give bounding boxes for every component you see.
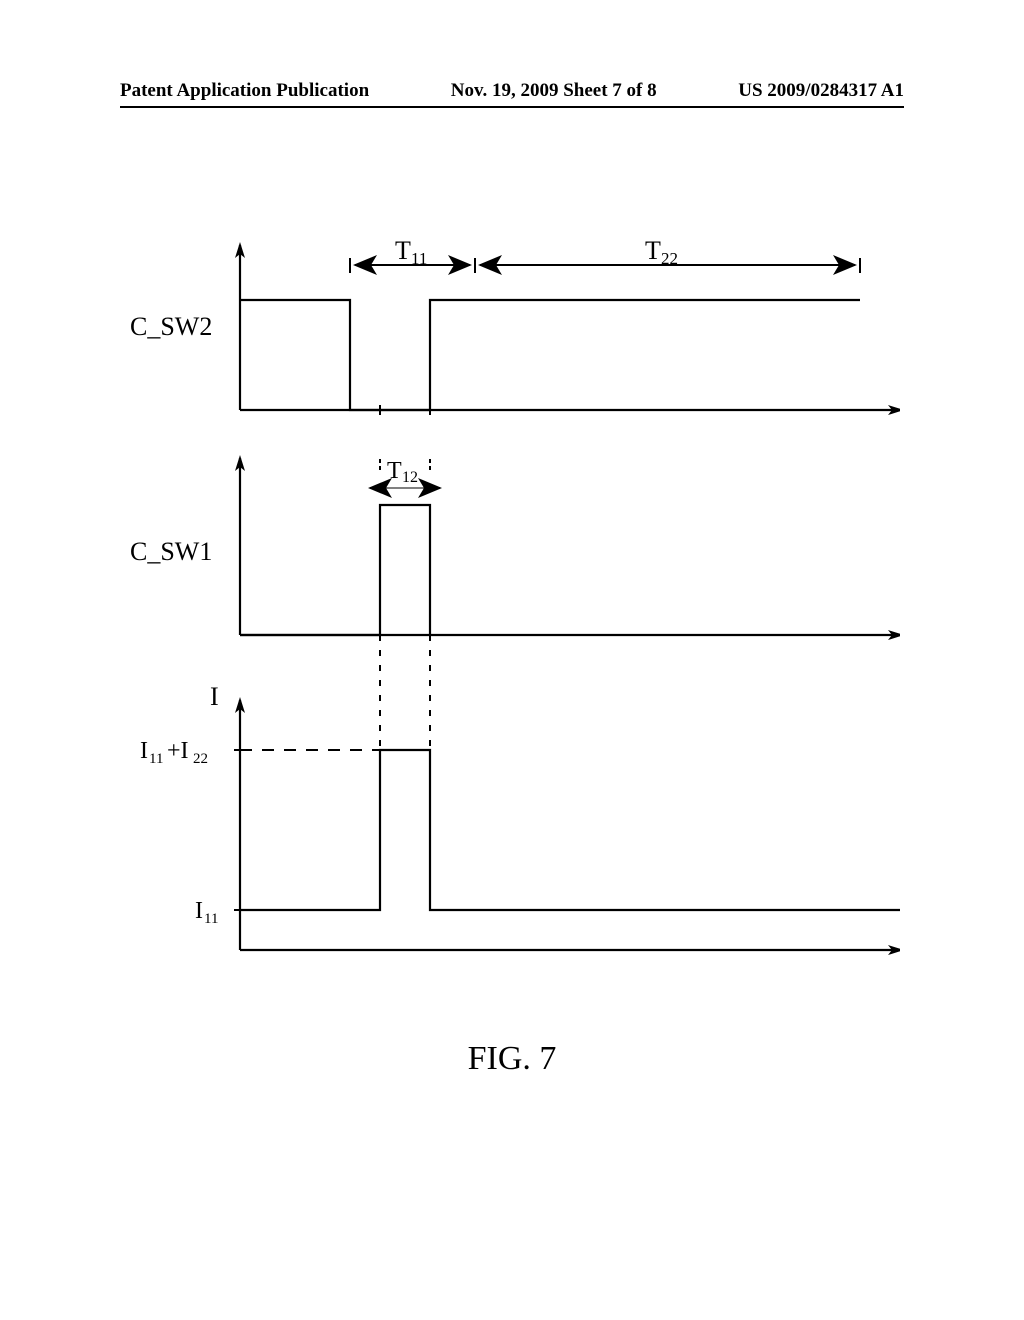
header-rule xyxy=(120,106,904,108)
timing-diagram: t C_SW2 T 11 T 22 t C_SW1 xyxy=(100,210,900,970)
axis-label-i: I xyxy=(210,682,219,711)
label-c-sw1: C_SW1 xyxy=(130,537,212,566)
svg-text:11: 11 xyxy=(204,911,218,927)
page-header: Patent Application Publication Nov. 19, … xyxy=(0,80,1024,102)
label-i11-i22: I 11 +I 22 xyxy=(140,738,208,767)
plot-c-sw2: t C_SW2 T 11 T 22 xyxy=(130,236,900,444)
svg-text:T: T xyxy=(645,236,661,265)
svg-text:+I: +I xyxy=(167,738,189,764)
plot-c-sw1: t C_SW1 T 12 xyxy=(130,405,900,669)
label-i11: I 11 xyxy=(195,898,218,927)
svg-text:22: 22 xyxy=(661,249,678,268)
svg-text:T: T xyxy=(387,458,402,484)
svg-text:22: 22 xyxy=(193,751,208,767)
plot-current: t I I 11 +I 22 I 11 xyxy=(140,682,900,970)
svg-text:11: 11 xyxy=(411,249,427,268)
label-c-sw2: C_SW2 xyxy=(130,312,212,341)
header-center: Nov. 19, 2009 Sheet 7 of 8 xyxy=(451,80,657,102)
header-right: US 2009/0284317 A1 xyxy=(738,80,904,102)
annotation-t11: T 11 xyxy=(350,236,475,273)
header-left: Patent Application Publication xyxy=(120,80,369,102)
figure-label: FIG. 7 xyxy=(0,1040,1024,1078)
svg-text:12: 12 xyxy=(402,469,418,486)
annotation-t12: T 12 xyxy=(370,405,440,488)
annotation-t22: T 22 xyxy=(480,236,860,273)
svg-text:T: T xyxy=(395,236,411,265)
svg-text:11: 11 xyxy=(149,751,163,767)
svg-text:I: I xyxy=(140,738,148,764)
svg-text:I: I xyxy=(195,898,203,924)
